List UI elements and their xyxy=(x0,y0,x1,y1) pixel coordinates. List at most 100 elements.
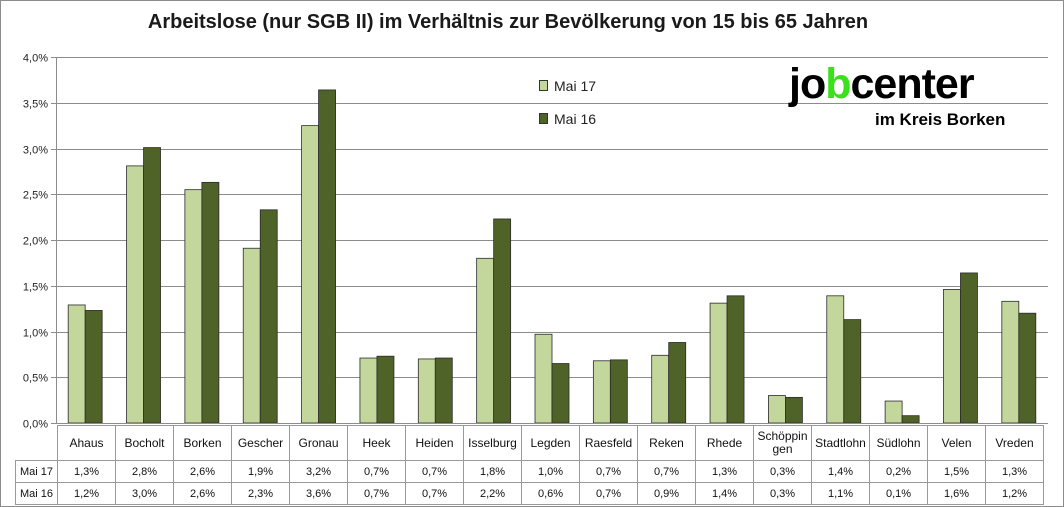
bar-mai-16 xyxy=(201,181,220,424)
category-label: Stadtlohn xyxy=(811,425,870,461)
category-label: Schöppin gen xyxy=(753,425,812,461)
category-label: Ahaus xyxy=(57,425,116,461)
data-table-row-label-mai-16: Mai 16 xyxy=(15,482,58,505)
data-table-header-row: Ahaus Bocholt Borken Gescher Gronau Heek Heide… xyxy=(15,425,1044,461)
category-label: Rhede xyxy=(695,425,754,461)
bar-mai-17 xyxy=(534,333,553,424)
data-table-cell: 1,2% xyxy=(57,482,116,505)
data-table-cell: 0,3% xyxy=(753,482,812,505)
bar-mai-17 xyxy=(184,189,203,424)
logo-wordmark: jobcenter xyxy=(789,59,975,109)
logo-subtitle: im Kreis Borken xyxy=(875,110,1006,129)
data-table-cell: 1,9% xyxy=(231,460,290,483)
data-table-cell: 1,6% xyxy=(927,482,986,505)
data-table-row-mai-16: Mai 16 1,2% 3,0% 2,6% 2,3% 3,6% 0,7% 0,7% 2,2% 0… xyxy=(15,482,1044,505)
category-label: Reken xyxy=(637,425,696,461)
data-table-cell: 0,7% xyxy=(405,460,464,483)
data-table-cell: 3,6% xyxy=(289,482,348,505)
bar-mai-16 xyxy=(726,295,745,424)
data-table-cell: 0,7% xyxy=(579,460,638,483)
data-table-cell: 1,4% xyxy=(695,482,754,505)
bar-mai-17 xyxy=(242,247,261,424)
logo-word-accent: b xyxy=(825,60,851,108)
y-tick-label: 1,0% xyxy=(23,328,48,340)
data-table-cell: 0,1% xyxy=(869,482,928,505)
data-table-corner xyxy=(15,425,58,461)
data-table-cell: 0,7% xyxy=(347,460,406,483)
data-table-cell: 2,2% xyxy=(463,482,522,505)
y-tick-label: 2,0% xyxy=(23,236,48,248)
data-table-cell: 0,9% xyxy=(637,482,696,505)
legend-label-mai-17: Mai 17 xyxy=(554,77,597,94)
data-table-cell: 0,6% xyxy=(521,482,580,505)
category-label: Vreden xyxy=(985,425,1044,461)
data-table-cell: 1,0% xyxy=(521,460,580,483)
category-label: Heek xyxy=(347,425,406,461)
legend-swatch-mai-16 xyxy=(539,113,548,124)
bar-mai-17 xyxy=(943,289,961,424)
data-table-cell: 0,2% xyxy=(869,460,928,483)
logo-word-suffix: center xyxy=(850,60,975,108)
category-label: Borken xyxy=(173,425,232,461)
legend-item-mai-17: Mai 17 xyxy=(539,77,596,94)
category-label: Velen xyxy=(927,425,986,461)
legend-label-mai-16: Mai 16 xyxy=(554,110,597,127)
bar-mai-17 xyxy=(476,257,495,424)
bar-mai-16 xyxy=(609,359,628,424)
legend: Mai 17 Mai 16 xyxy=(539,77,596,143)
data-table: Ahaus Bocholt Borken Gescher Gronau Heek Heide… xyxy=(15,425,1044,505)
data-table-cell: 0,3% xyxy=(753,460,812,483)
bar-mai-16 xyxy=(493,218,512,424)
y-tick-label: 3,5% xyxy=(23,99,48,111)
y-tick-label: 1,5% xyxy=(23,282,48,294)
bar-mai-16 xyxy=(143,147,161,424)
bar-mai-17 xyxy=(592,360,611,424)
data-table-cell: 0,7% xyxy=(579,482,638,505)
data-table-cell: 1,3% xyxy=(695,460,754,483)
bar-mai-16 xyxy=(901,415,920,424)
data-table-cell: 1,5% xyxy=(927,460,986,483)
bar-mai-17 xyxy=(301,125,319,424)
category-label: Isselburg xyxy=(463,425,522,461)
data-table-row-mai-17: Mai 17 1,3% 2,8% 2,6% 1,9% 3,2% 0,7% 0,7% 1,8% 1… xyxy=(15,460,1044,483)
bar-mai-16 xyxy=(960,272,978,424)
data-table-cell: 1,2% xyxy=(985,482,1044,505)
bar-mai-17 xyxy=(884,400,903,424)
bar-mai-17 xyxy=(126,165,144,424)
category-label: Gescher xyxy=(231,425,290,461)
bar-mai-17 xyxy=(417,358,436,424)
y-tick-label: 4,0% xyxy=(23,53,48,65)
data-table-cell: 3,2% xyxy=(289,460,348,483)
y-tick-label: 2,5% xyxy=(23,190,48,202)
data-table-cell: 3,0% xyxy=(115,482,174,505)
y-tick-label: 3,0% xyxy=(23,145,48,157)
bar-mai-16 xyxy=(318,89,336,424)
bar-mai-16 xyxy=(259,209,278,424)
jobcenter-logo: jobcenter im Kreis Borken xyxy=(789,60,1035,133)
bar-mai-17 xyxy=(768,395,786,424)
data-table-cell: 2,8% xyxy=(115,460,174,483)
data-table-cell: 1,8% xyxy=(463,460,522,483)
bar-mai-17 xyxy=(1001,300,1020,424)
bar-mai-16 xyxy=(1018,312,1037,424)
data-table-cell: 1,3% xyxy=(57,460,116,483)
bar-mai-17 xyxy=(67,304,86,424)
bar-mai-16 xyxy=(376,355,395,424)
legend-swatch-mai-17 xyxy=(539,80,548,91)
data-table-cell: 2,6% xyxy=(173,482,232,505)
bar-mai-17 xyxy=(709,302,728,424)
data-table-cell: 0,7% xyxy=(405,482,464,505)
data-table-cell: 1,4% xyxy=(811,460,870,483)
category-label: Bocholt xyxy=(115,425,174,461)
logo-word-prefix: jo xyxy=(789,60,826,108)
bar-mai-17 xyxy=(826,295,845,424)
category-label: Südlohn xyxy=(869,425,928,461)
bar-mai-16 xyxy=(843,319,862,424)
category-label: Heiden xyxy=(405,425,464,461)
data-table-cell: 0,7% xyxy=(637,460,696,483)
chart-title: Arbeitslose (nur SGB II) im Verhältnis z… xyxy=(147,11,869,33)
data-table-cell: 2,3% xyxy=(231,482,290,505)
bar-mai-17 xyxy=(651,354,670,424)
